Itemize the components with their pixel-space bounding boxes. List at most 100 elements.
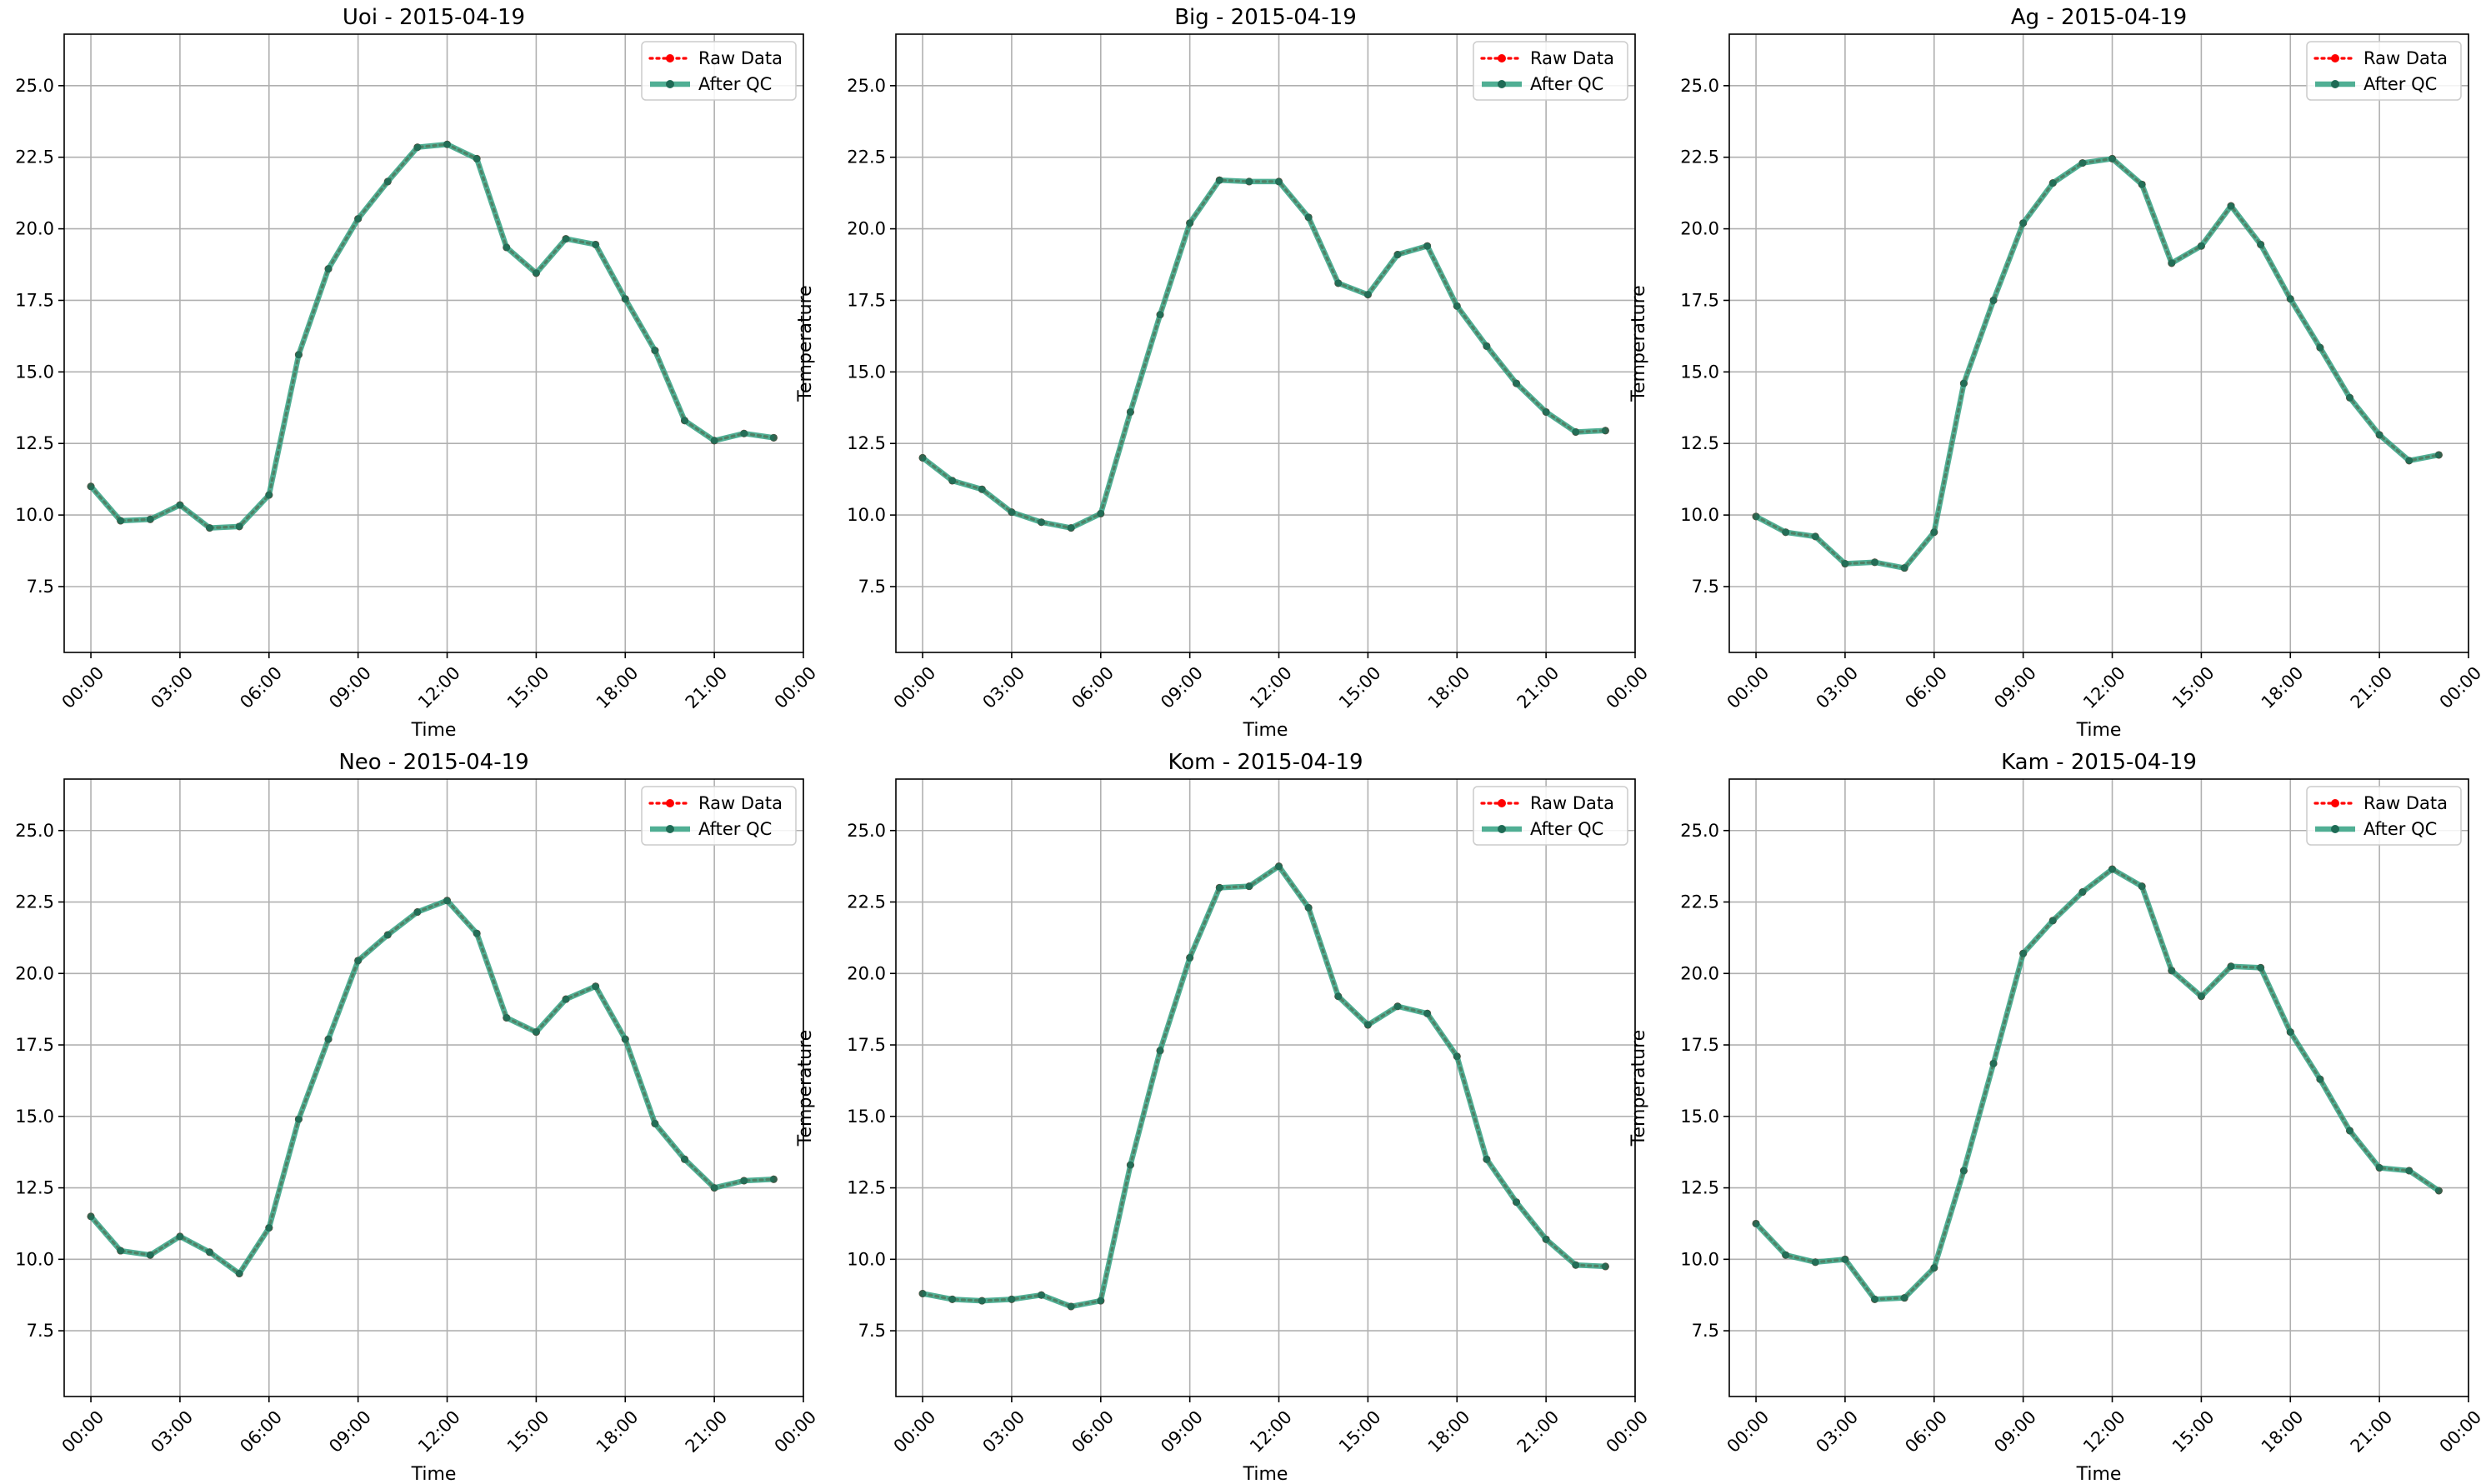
y-tick-label: 17.5 — [15, 1035, 54, 1055]
after-qc-point — [117, 517, 125, 525]
x-tick-label: 00:00 — [890, 1407, 940, 1457]
x-tick-label: 12:00 — [414, 1407, 464, 1457]
y-tick-label: 17.5 — [1680, 290, 1719, 310]
after-qc-point — [1483, 342, 1491, 350]
legend-qc-label: After QC — [2363, 74, 2437, 94]
x-tick-label: 21:00 — [1513, 1407, 1563, 1457]
legend-qc-marker — [2331, 80, 2339, 88]
x-tick-label: 00:00 — [1603, 662, 1653, 712]
after-qc-point — [681, 417, 689, 425]
after-qc-point — [176, 1232, 184, 1241]
after-qc-point — [2375, 1164, 2383, 1172]
after-qc-point — [710, 1184, 718, 1192]
legend-qc-label: After QC — [698, 819, 772, 839]
after-qc-point — [1542, 1235, 1550, 1243]
y-tick-label: 10.0 — [1680, 1249, 1719, 1269]
x-tick-label: 09:00 — [1157, 1407, 1207, 1457]
after-qc-point — [87, 1212, 95, 1221]
after-qc-point — [2316, 1075, 2324, 1083]
after-qc-point — [1989, 296, 1998, 304]
legend-qc-marker — [666, 825, 674, 833]
legend-raw-marker — [1498, 799, 1506, 807]
after-qc-point — [1393, 1002, 1402, 1011]
legend: Raw Data After QC — [2306, 41, 2462, 101]
after-qc-point — [948, 477, 957, 485]
y-tick-label: 17.5 — [15, 290, 54, 310]
after-qc-point — [206, 1248, 214, 1257]
after-qc-point — [503, 1013, 511, 1022]
y-tick-label: 25.0 — [1680, 821, 1719, 841]
after-qc-point — [2405, 457, 2413, 465]
after-qc-point — [1186, 219, 1194, 227]
x-tick-label: 06:00 — [1068, 662, 1118, 712]
x-tick-label: 06:00 — [1901, 662, 1951, 712]
after-qc-point — [1156, 1047, 1164, 1055]
after-qc-point — [1304, 213, 1313, 222]
grid-lines — [64, 34, 804, 652]
x-tick-label: 03:00 — [147, 662, 197, 712]
y-tick-label: 12.5 — [1680, 1178, 1719, 1198]
x-tick-label: 18:00 — [1424, 662, 1474, 712]
y-tick-label: 12.5 — [847, 433, 886, 453]
after-qc-point — [532, 1028, 540, 1037]
x-tick-label: 12:00 — [2079, 1407, 2129, 1457]
y-tick-label: 10.0 — [847, 505, 886, 525]
x-tick-label: 06:00 — [236, 662, 286, 712]
x-tick-label: 21:00 — [682, 662, 732, 712]
after-qc-point — [1067, 524, 1075, 532]
legend-raw-marker — [2331, 799, 2339, 807]
after-qc-point — [1513, 1198, 1521, 1207]
legend-qc-marker — [666, 80, 674, 88]
y-tick-label: 15.0 — [847, 362, 886, 382]
after-qc-point — [1601, 427, 1609, 435]
after-qc-point — [1245, 882, 1253, 891]
after-qc-point — [2108, 154, 2117, 162]
x-tick-label: 03:00 — [1812, 1407, 1862, 1457]
after-qc-point — [1275, 177, 1283, 186]
x-axis-label: Time — [1243, 720, 1288, 741]
after-qc-point — [592, 240, 600, 248]
x-tick-label: 21:00 — [1513, 662, 1563, 712]
y-tick-label: 25.0 — [847, 821, 886, 841]
subplot-1: 7.5 10.0 12.5 15.0 17.5 20.0 22.5 25.0 00:00 03:0… — [15, 5, 820, 741]
after-qc-point — [1782, 528, 1790, 537]
subplot-title: Kam - 2015-04-19 — [2001, 750, 2197, 775]
after-qc-point — [710, 437, 718, 445]
x-tick-label: 00:00 — [2436, 1407, 2486, 1457]
after-qc-point — [1215, 883, 1223, 892]
after-qc-point — [1811, 1258, 1819, 1267]
y-tick-label: 25.0 — [15, 76, 54, 96]
y-tick-label: 20.0 — [847, 219, 886, 239]
after-qc-point — [2108, 865, 2117, 873]
legend: Raw Data After QC — [641, 41, 797, 101]
after-qc-point — [1841, 1255, 1849, 1263]
y-tick-label: 20.0 — [15, 963, 54, 983]
x-tick-label: 03:00 — [147, 1407, 197, 1457]
y-tick-label: 12.5 — [15, 1178, 54, 1198]
after-qc-point — [2257, 240, 2265, 248]
after-qc-point — [918, 453, 927, 462]
legend-raw-marker — [1498, 54, 1506, 62]
legend-qc-marker — [1498, 80, 1506, 88]
y-tick-label: 7.5 — [1692, 577, 1719, 597]
after-qc-point — [651, 1119, 659, 1127]
x-tick-label: 15:00 — [1335, 662, 1385, 712]
after-qc-point — [651, 347, 659, 355]
x-axis-label: Time — [411, 720, 457, 741]
y-tick-label: 20.0 — [847, 963, 886, 983]
after-qc-point — [1752, 1219, 1760, 1227]
legend: Raw Data After QC — [2306, 786, 2462, 846]
legend-raw-label: Raw Data — [698, 793, 783, 813]
subplot-title: Big - 2015-04-19 — [1174, 5, 1357, 30]
after-qc-point — [978, 1297, 986, 1305]
subplot-3: 7.5 10.0 12.5 15.0 17.5 20.0 22.5 25.0 00:00 03:0… — [1628, 5, 2485, 741]
x-tick-label: 00:00 — [1723, 1407, 1773, 1457]
y-tick-label: 20.0 — [1680, 963, 1719, 983]
after-qc-point — [1900, 564, 1908, 572]
after-qc-line — [88, 142, 774, 531]
after-qc-point — [2434, 1187, 2443, 1195]
legend-raw-label: Raw Data — [2363, 793, 2448, 813]
after-qc-point — [1453, 1052, 1461, 1061]
y-tick-label: 17.5 — [847, 1035, 886, 1055]
